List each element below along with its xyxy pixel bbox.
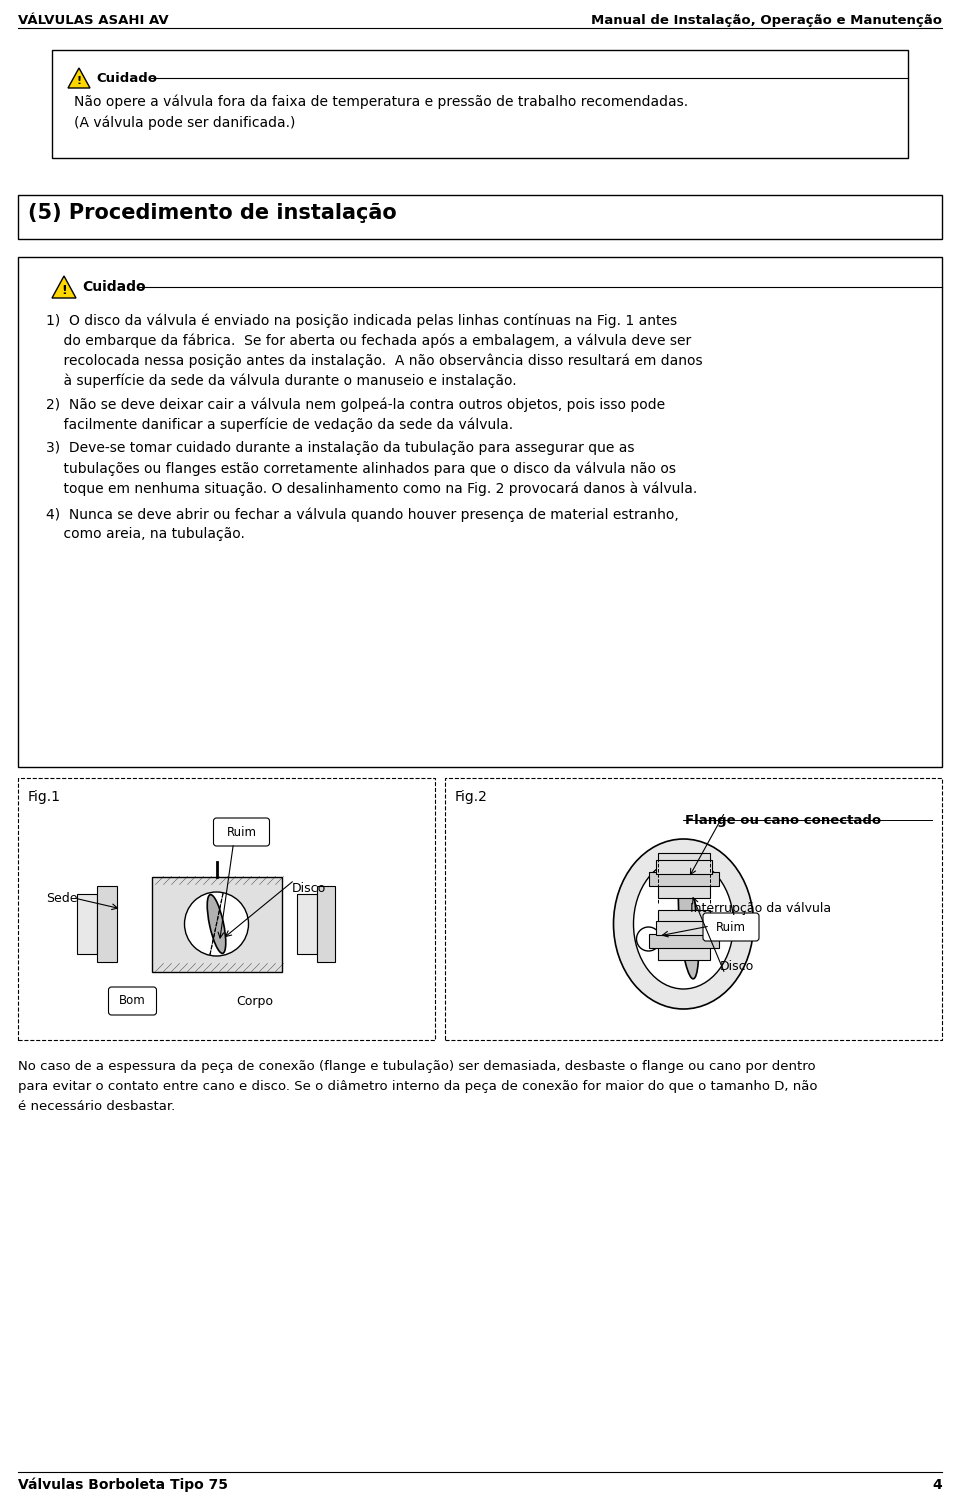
FancyBboxPatch shape [108,987,156,1014]
Bar [18,778,435,1040]
Text: 2)  Não se deve deixar cair a válvula nem golpeá-la contra outros objetos, pois : 2) Não se deve deixar cair a válvula nem… [46,396,665,411]
Text: !: ! [61,284,67,296]
Bar [317,886,334,962]
Text: (A válvula pode ser danificada.): (A válvula pode ser danificada.) [74,115,296,130]
Text: 4: 4 [932,1478,942,1492]
Text: 1)  O disco da válvula é enviado na posição indicada pelas linhas contínuas na F: 1) O disco da válvula é enviado na posiç… [46,313,677,328]
Polygon shape [68,67,90,88]
Text: Interrupção da válvula: Interrupção da válvula [690,902,831,914]
Bar [152,877,281,971]
Bar [297,895,317,954]
Ellipse shape [634,859,733,989]
Text: à superfície da sede da válvula durante o manuseio e instalação.: à superfície da sede da válvula durante … [46,373,516,387]
Text: 4)  Nunca se deve abrir ou fechar a válvula quando houver presença de material e: 4) Nunca se deve abrir ou fechar a válvu… [46,507,679,522]
Ellipse shape [679,869,699,978]
Bar [18,257,942,767]
Text: do embarque da fábrica.  Se for aberta ou fechada após a embalagem, a válvula de: do embarque da fábrica. Se for aberta ou… [46,334,691,347]
Bar [445,778,942,1040]
Ellipse shape [613,839,754,1008]
Text: Sede: Sede [46,892,78,905]
Text: Ruim: Ruim [227,826,256,838]
Ellipse shape [207,895,226,953]
Text: Disco: Disco [292,881,325,895]
Text: Cuidado: Cuidado [82,280,146,295]
Bar [656,922,711,935]
Text: Corpo: Corpo [236,995,274,1008]
Text: Cuidado: Cuidado [96,72,157,84]
Bar [649,872,718,886]
Text: Ruim: Ruim [716,920,746,934]
Text: !: ! [77,76,82,85]
Bar [656,860,711,874]
Text: para evitar o contato entre cano e disco. Se o diâmetro interno da peça de conex: para evitar o contato entre cano e disco… [18,1080,818,1094]
Text: VÁLVULAS ASAHI AV: VÁLVULAS ASAHI AV [18,13,169,27]
Bar [18,194,942,239]
Bar [649,934,718,948]
Text: 3)  Deve-se tomar cuidado durante a instalação da tubulação para assegurar que a: 3) Deve-se tomar cuidado durante a insta… [46,441,635,455]
Text: Válvulas Borboleta Tipo 75: Válvulas Borboleta Tipo 75 [18,1478,228,1493]
Text: recolocada nessa posição antes da instalação.  A não observância disso resultará: recolocada nessa posição antes da instal… [46,353,703,368]
Polygon shape [52,275,76,298]
Text: como areia, na tubulação.: como areia, na tubulação. [46,527,245,542]
Text: é necessário desbastar.: é necessário desbastar. [18,1100,176,1113]
Text: Não opere a válvula fora da faixa de temperatura e pressão de trabalho recomenda: Não opere a válvula fora da faixa de tem… [74,94,688,109]
Text: Fig.2: Fig.2 [455,790,488,803]
Bar [658,853,709,898]
Text: (5) Procedimento de instalação: (5) Procedimento de instalação [28,203,396,223]
Bar [52,49,908,159]
Text: Bom: Bom [119,995,146,1007]
Text: Flange ou cano conectado: Flange ou cano conectado [685,814,881,826]
Bar [97,886,116,962]
Circle shape [184,892,249,956]
Text: toque em nenhuma situação. O desalinhamento como na Fig. 2 provocará danos à vál: toque em nenhuma situação. O desalinhame… [46,482,697,495]
Text: facilmente danificar a superfície de vedação da sede da válvula.: facilmente danificar a superfície de ved… [46,417,514,431]
Text: Manual de Instalação, Operação e Manutenção: Manual de Instalação, Operação e Manuten… [591,13,942,27]
Bar [77,895,97,954]
Text: tubulações ou flanges estão corretamente alinhados para que o disco da válvula n: tubulações ou flanges estão corretamente… [46,461,676,476]
Circle shape [636,928,660,951]
Text: No caso de a espessura da peça de conexão (flange e tubulação) ser demasiada, de: No caso de a espessura da peça de conexã… [18,1061,816,1073]
FancyBboxPatch shape [703,913,759,941]
Text: Disco: Disco [720,959,755,972]
Text: Fig.1: Fig.1 [28,790,61,803]
Bar [658,910,709,960]
FancyBboxPatch shape [213,818,270,847]
